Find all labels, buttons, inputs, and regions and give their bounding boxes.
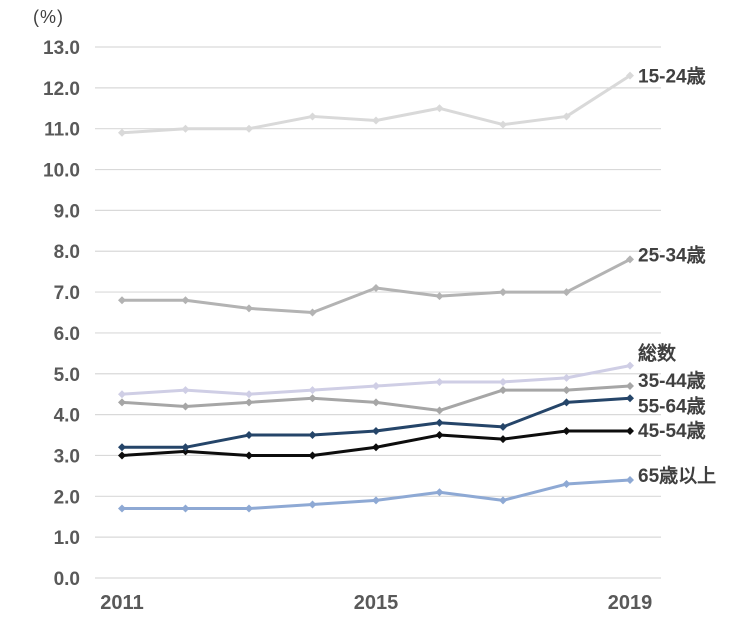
x-axis-tick: 2019 xyxy=(608,592,653,614)
series-markers-age-25-34 xyxy=(118,255,634,317)
x-axis-tick: 2015 xyxy=(354,592,399,614)
y-axis-tick: 3.0 xyxy=(54,446,80,467)
series-label-age-25-34: 25-34歳 xyxy=(638,244,706,266)
series-label-age-45-54: 45-54歳 xyxy=(638,420,706,442)
y-axis-tick: 7.0 xyxy=(54,283,80,304)
y-axis-tick: 5.0 xyxy=(54,365,80,386)
series-label-age-15-24: 15-24歳 xyxy=(638,66,706,88)
series-markers-age-55-64 xyxy=(118,394,634,452)
y-axis-tick: 13.0 xyxy=(43,38,80,59)
y-axis-tick: 11.0 xyxy=(44,120,80,141)
y-axis-tick: 1.0 xyxy=(54,528,80,549)
y-axis-tick: 2.0 xyxy=(54,487,80,508)
y-axis-tick: 6.0 xyxy=(54,324,80,345)
y-axis-tick: 9.0 xyxy=(54,201,80,222)
y-axis-unit-label: (%) xyxy=(33,7,64,27)
series-label-total: 総数 xyxy=(638,342,677,365)
y-axis-tick: 0.0 xyxy=(54,569,80,590)
y-axis-tick: 4.0 xyxy=(54,406,80,427)
series-markers-age-15-24 xyxy=(118,71,634,137)
y-axis-tick: 12.0 xyxy=(43,79,80,100)
y-axis-tick: 8.0 xyxy=(54,242,80,263)
series-label-age-65-plus: 65歳以上 xyxy=(638,465,716,487)
series-markers-age-35-44 xyxy=(118,382,634,415)
x-axis-tick: 2011 xyxy=(100,592,143,614)
y-axis-tick: 10.0 xyxy=(43,161,80,182)
series-label-age-55-64: 55-64歳 xyxy=(638,395,706,417)
series-label-age-35-44: 35-44歳 xyxy=(638,370,706,392)
